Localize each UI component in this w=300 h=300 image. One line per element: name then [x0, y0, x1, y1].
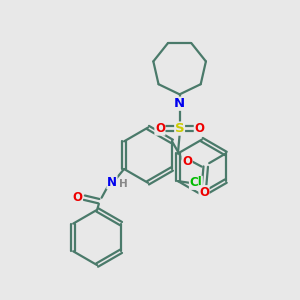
Text: S: S — [175, 122, 184, 135]
Text: O: O — [199, 186, 209, 199]
Text: N: N — [174, 97, 185, 110]
Text: O: O — [182, 155, 192, 168]
Text: O: O — [194, 122, 204, 135]
Text: O: O — [72, 191, 82, 204]
Text: Cl: Cl — [190, 176, 202, 189]
Text: H: H — [119, 179, 128, 189]
Text: N: N — [107, 176, 117, 189]
Text: O: O — [155, 122, 165, 135]
